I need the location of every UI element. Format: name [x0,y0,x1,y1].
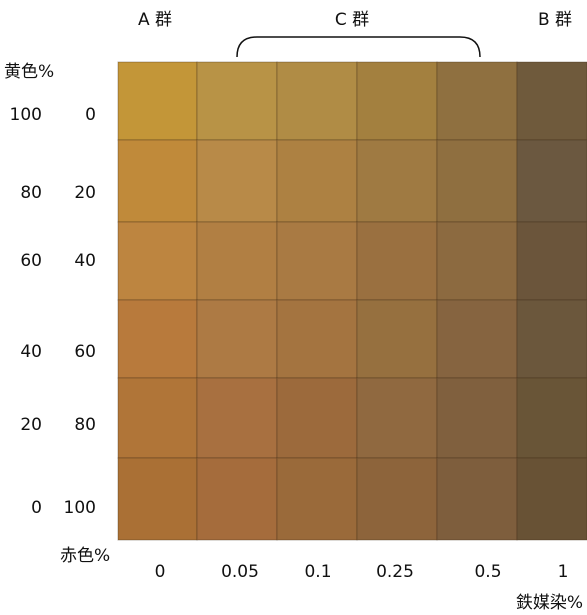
wood-tile [197,300,277,378]
yellow-percent: 20 [20,415,42,435]
wood-tile [118,140,197,222]
wood-tile [517,300,587,378]
wood-tile [118,62,197,140]
yellow-label: 黄色% [4,62,54,82]
tile-grid [118,62,587,540]
figure-canvas: A 群 C 群 B 群 黄色% 赤色% 鉄媒染% 100080206040406… [0,0,587,615]
wood-tile [437,378,517,458]
wood-tile [357,222,437,300]
wood-tile [118,458,197,540]
wood-tile [437,458,517,540]
wood-tile [197,458,277,540]
red-percent: 100 [64,498,96,518]
wood-tile [517,62,587,140]
yellow-percent: 0 [31,498,42,518]
wood-tile [277,458,357,540]
yellow-percent: 80 [20,183,42,203]
wood-tile [197,62,277,140]
yellow-percent: 40 [20,342,42,362]
wood-tile [357,140,437,222]
wood-tile [277,378,357,458]
iron-percent: 0.05 [221,562,259,582]
wood-tile [118,222,197,300]
wood-tile [277,140,357,222]
wood-tile [277,300,357,378]
figure: A 群 C 群 B 群 黄色% 赤色% 鉄媒染% 100080206040406… [0,0,587,615]
yellow-percent: 60 [20,251,42,271]
wood-tile [357,458,437,540]
red-label: 赤色% [60,546,110,566]
wood-tile [357,300,437,378]
group-label: B 群 [538,10,572,30]
red-percent: 80 [74,415,96,435]
red-percent: 0 [85,105,96,125]
wood-tile [197,378,277,458]
wood-tile [118,378,197,458]
iron-label: 鉄媒染% [516,593,583,613]
group-label: C 群 [335,10,369,30]
wood-tile [437,140,517,222]
iron-percent: 0.5 [474,562,501,582]
wood-tile [517,378,587,458]
wood-tile [357,62,437,140]
wood-tile [277,222,357,300]
wood-tile [197,222,277,300]
wood-tile [277,62,357,140]
wood-tile [437,222,517,300]
iron-percent: 0.1 [304,562,331,582]
iron-percent: 0 [155,562,166,582]
wood-tile [197,140,277,222]
group-label: A 群 [138,10,172,30]
wood-tile [437,300,517,378]
wood-tile [437,62,517,140]
wood-tile [517,140,587,222]
wood-tile [357,378,437,458]
wood-tile [517,458,587,540]
group-bracket [237,37,480,57]
red-percent: 60 [74,342,96,362]
wood-tile [118,300,197,378]
yellow-percent: 100 [10,105,42,125]
red-percent: 20 [74,183,96,203]
iron-percent: 1 [558,562,569,582]
red-percent: 40 [74,251,96,271]
iron-percent: 0.25 [376,562,414,582]
wood-tile [517,222,587,300]
